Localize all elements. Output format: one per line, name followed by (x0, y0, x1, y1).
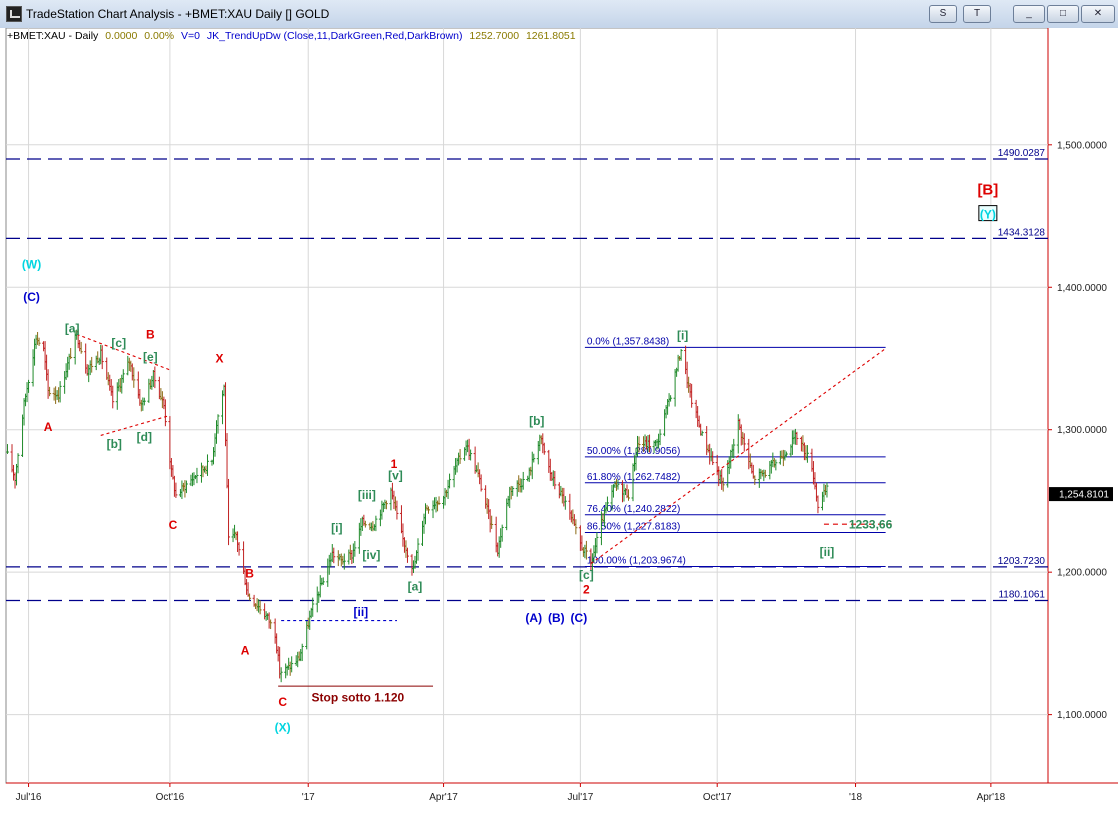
minimize-icon[interactable]: _ (1013, 5, 1045, 23)
price-bars-layer (6, 328, 829, 683)
chart-legend: +BMET:XAU - Daily 0.0000 0.00% V=0 JK_Tr… (7, 30, 580, 42)
trendlines-layer (76, 333, 892, 687)
fib-level-label: 76.40% (1,240.2822) (587, 504, 680, 515)
wave-label: [b] (529, 414, 544, 428)
legend-symbol: +BMET:XAU - Daily (7, 30, 99, 42)
y-tick-label: 1,400.0000 (1057, 283, 1107, 294)
level-label: 1203.7230 (998, 556, 1046, 567)
wave-label: 1 (391, 457, 398, 471)
t-button[interactable]: T (963, 5, 991, 23)
x-tick-label: Apr'17 (429, 792, 458, 803)
wave-label: (Y) (980, 208, 996, 222)
title-bar[interactable]: TradeStation Chart Analysis - +BMET:XAU … (0, 0, 1118, 29)
x-tick-label: Oct'16 (156, 792, 185, 803)
x-tick-label: Apr'18 (977, 792, 1006, 803)
close-icon[interactable]: ✕ (1081, 5, 1115, 23)
wave-label: A (44, 420, 53, 434)
chart-background (0, 28, 1118, 813)
wave-label: B (146, 327, 155, 341)
x-tick-label: Jul'17 (567, 792, 593, 803)
wave-label: [c] (579, 568, 594, 582)
legend-value-1: 1252.7000 (469, 30, 520, 42)
fib-level-label: 0.0% (1,357.8438) (587, 336, 669, 347)
legend-value-2: 1261.8051 (525, 30, 576, 42)
fib-level-label: 50.00% (1,280.9056) (587, 446, 680, 457)
price-chart[interactable]: 1490.0287 1434.3128 1203.7230 1180.1061 0.0… (0, 28, 1118, 813)
legend-change-pct: 0.00% (144, 30, 175, 42)
last-price-label: 1,254.8101 (1059, 490, 1109, 501)
wave-label: Stop sotto 1.120 (312, 691, 405, 705)
fib-level-label: 86.50% (1,227.8183) (587, 522, 680, 533)
level-label: 1434.3128 (998, 227, 1046, 238)
legend-change: 0.0000 (105, 30, 138, 42)
wave-label: [iii] (358, 488, 376, 502)
wave-label: (C) (571, 611, 588, 625)
grid-layer (6, 28, 1048, 783)
axes-layer: 1,500.0000 1,400.0000 1,300.0000 1,200.0000… (16, 140, 1113, 803)
wave-label: [i] (331, 521, 342, 535)
wave-label: [d] (137, 430, 152, 444)
wave-label: A (241, 644, 250, 658)
support-resistance-layer: 1490.0287 1434.3128 1203.7230 1180.1061 (6, 148, 1048, 602)
wave-label: C (169, 518, 178, 532)
window-title: TradeStation Chart Analysis - +BMET:XAU … (26, 7, 330, 21)
wave-label-box (978, 205, 998, 222)
x-tick-label: '17 (302, 792, 315, 803)
wave-label: (B) (548, 611, 565, 625)
trendline-up (590, 348, 886, 565)
x-tick-label: '18 (849, 792, 862, 803)
wave-label: [c] (111, 336, 126, 350)
legend-indicator: JK_TrendUpDw (Close,11,DarkGreen,Red,Dar… (206, 30, 463, 42)
wave-label: (A) (525, 611, 542, 625)
legend-volume: V=0 (180, 30, 200, 42)
wave-label: (X) (275, 720, 291, 734)
wave-label: 1233,66 (849, 517, 893, 531)
x-tick-label: Jul'16 (16, 792, 42, 803)
wave-label: 2 (583, 582, 590, 596)
fibonacci-layer: 0.0% (1,357.8438) 50.00% (1,280.9056) 61.8… (584, 336, 886, 568)
fib-level-label: 100.00% (1,203.9674) (587, 556, 686, 567)
maximize-icon[interactable]: □ (1047, 5, 1079, 23)
last-price-tag (1049, 487, 1113, 502)
s-button[interactable]: S (929, 5, 957, 23)
wave-label: [v] (388, 468, 403, 482)
level-label: 1490.0287 (998, 148, 1046, 159)
trendline-a-e (76, 333, 171, 371)
y-tick-label: 1,100.0000 (1057, 710, 1107, 721)
wave-label: [b] (107, 437, 122, 451)
wave-label: [a] (408, 579, 423, 593)
wave-label: (W) (22, 257, 41, 271)
wave-label: [a] (65, 322, 80, 336)
wave-label: (C) (23, 290, 40, 304)
wave-label: [i] (677, 329, 688, 343)
wave-label: [iv] (362, 548, 380, 562)
wave-label: [e] (143, 350, 158, 364)
wave-label: C (278, 695, 287, 709)
wave-label: [ii] (820, 545, 835, 559)
x-tick-label: Oct'17 (703, 792, 732, 803)
wave-label: [B] (977, 181, 998, 198)
y-tick-label: 1,300.0000 (1057, 425, 1107, 436)
wave-label: [ii] (354, 605, 369, 619)
wave-labels-layer: (W) (C) [a] [c] B [e] A [b] [d] X C B A C Stop sotto 1… (22, 181, 998, 734)
wave-label: X (216, 351, 224, 365)
chart-app-icon (6, 6, 22, 22)
fib-level-label: 61.80% (1,262.7482) (587, 472, 680, 483)
level-label: 1180.1061 (998, 590, 1045, 601)
y-tick-label: 1,200.0000 (1057, 568, 1107, 579)
y-tick-label: 1,500.0000 (1057, 140, 1107, 151)
wave-label: B (245, 567, 254, 581)
